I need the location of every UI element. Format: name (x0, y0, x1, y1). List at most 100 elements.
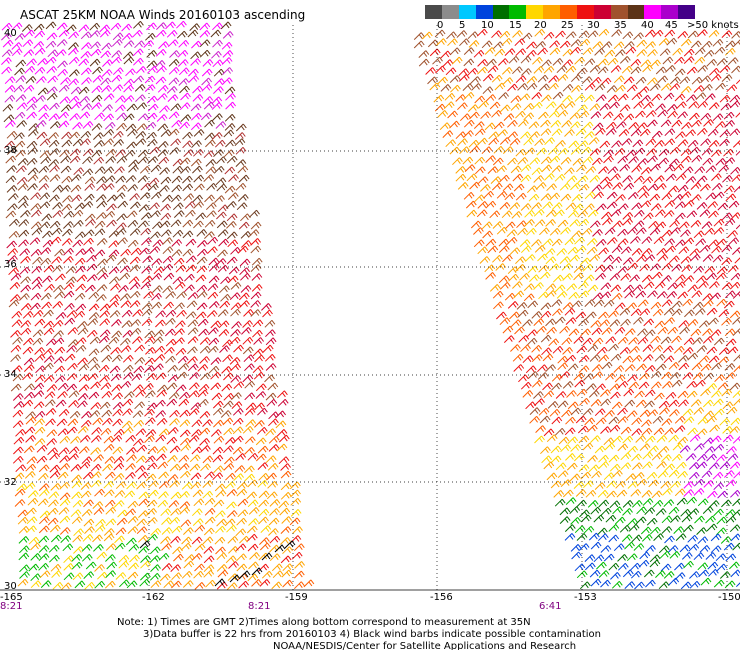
wind-barb (237, 245, 249, 254)
wind-barb (31, 265, 43, 274)
wind-barb (224, 123, 236, 131)
wind-barb (663, 355, 675, 364)
wind-barb (542, 353, 554, 362)
wind-barb (191, 140, 202, 148)
wind-barb (78, 374, 90, 383)
wind-barb (249, 552, 260, 560)
wind-barb (702, 157, 714, 166)
wind-barb (653, 427, 665, 436)
wind-barb (683, 337, 695, 346)
wind-barb (55, 273, 66, 282)
wind-barb (266, 491, 278, 500)
wind-barb (265, 455, 277, 464)
wind-barb (489, 210, 501, 219)
wind-barb (645, 545, 656, 553)
wind-barb (594, 445, 606, 454)
wind-barb (147, 533, 158, 542)
wind-barb (609, 463, 621, 472)
wind-barb (170, 103, 182, 112)
wind-barb (172, 276, 184, 285)
wind-barb (483, 190, 494, 199)
lat-label-34: 34 (4, 369, 17, 380)
wind-barb (545, 364, 556, 372)
wind-barb (78, 86, 90, 95)
legend-swatch-6 (526, 5, 544, 19)
wind-barb (531, 202, 542, 210)
wind-barb (181, 536, 192, 545)
wind-barb (120, 248, 131, 257)
wind-barb (661, 454, 672, 462)
wind-barb (671, 300, 683, 309)
wind-barb (11, 42, 23, 50)
wind-barb (61, 203, 73, 212)
wind-barb (640, 94, 651, 103)
wind-barb (6, 130, 18, 139)
wind-barb (144, 330, 156, 339)
wind-barb (68, 390, 80, 399)
wind-barb (66, 383, 78, 392)
wind-barb (108, 249, 120, 258)
wind-barb (169, 516, 181, 525)
wind-barb (82, 201, 94, 209)
wind-barb (598, 499, 610, 508)
wind-barb (576, 570, 588, 579)
wind-barb (507, 301, 519, 309)
wind-barb (704, 227, 715, 236)
wind-barb (497, 129, 508, 137)
wind-barb (25, 76, 37, 84)
wind-barb (549, 192, 561, 201)
wind-barb (166, 382, 178, 391)
wind-barb (725, 338, 737, 347)
wind-barb (136, 526, 148, 535)
wind-barb (540, 193, 552, 201)
wind-barb (45, 408, 57, 416)
wind-barb (593, 191, 604, 200)
wind-barb (202, 96, 214, 104)
wind-barb (207, 236, 219, 245)
wind-barb (723, 111, 735, 120)
wind-barb (592, 371, 604, 380)
wind-barb (207, 283, 219, 292)
wind-barb (39, 201, 51, 210)
wind-barb (178, 78, 190, 86)
wind-barb (11, 48, 23, 57)
wind-barb (103, 443, 115, 452)
wind-barb (251, 579, 262, 587)
legend-swatch-5 (509, 5, 527, 19)
wind-barb (70, 509, 82, 518)
wind-barb (590, 506, 602, 515)
wind-barb (146, 402, 158, 411)
wind-barb (647, 49, 658, 57)
wind-barb (648, 220, 659, 229)
wind-barb (258, 508, 270, 517)
wind-barb (163, 580, 175, 589)
wind-barb (162, 237, 173, 245)
wind-barb (199, 39, 211, 48)
wind-barb (631, 500, 643, 508)
wind-barb (561, 337, 573, 346)
wind-barb (502, 254, 513, 263)
wind-barb (253, 371, 265, 380)
wind-barb (612, 182, 623, 190)
wind-barb (683, 524, 694, 533)
wind-barb (719, 461, 731, 470)
wind-barb (84, 176, 96, 185)
wind-barb (80, 138, 91, 147)
wind-barb (724, 47, 736, 56)
wind-barb (652, 308, 664, 317)
wind-barb (115, 527, 127, 536)
wind-barb (67, 327, 79, 335)
wind-barb (36, 455, 48, 464)
legend-swatch-13 (644, 5, 662, 19)
wind-barb (49, 121, 61, 129)
wind-barb (228, 174, 239, 182)
wind-barb (92, 534, 103, 543)
wind-barb (559, 371, 571, 379)
wind-barb (146, 462, 158, 471)
wind-barb (41, 301, 52, 310)
wind-barb (217, 264, 229, 273)
wind-barb (590, 541, 602, 550)
wind-barb (507, 131, 518, 140)
wind-barb (134, 401, 145, 410)
wind-barb (211, 392, 223, 401)
